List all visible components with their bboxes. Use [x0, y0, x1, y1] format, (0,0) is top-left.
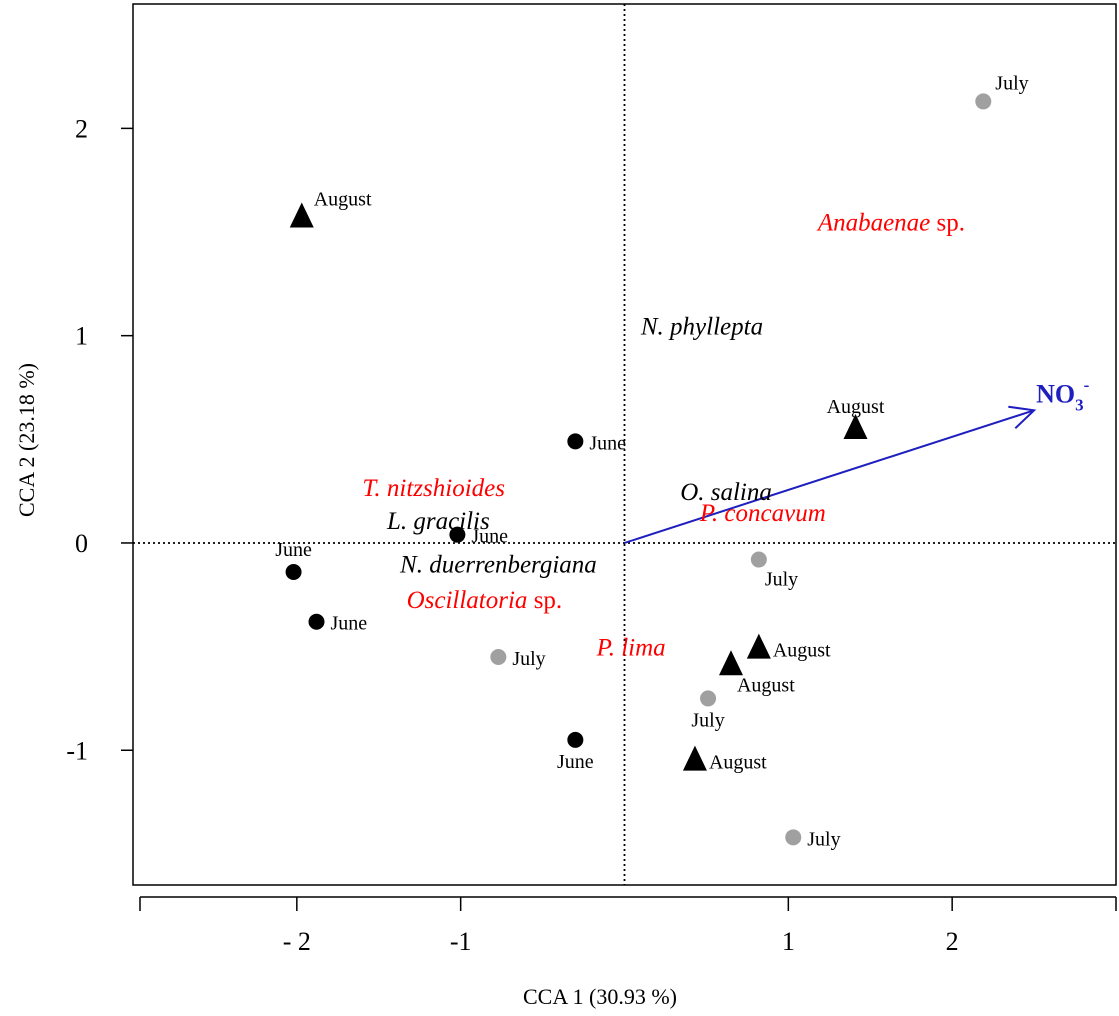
july-point-label: July [995, 72, 1028, 94]
y-axis-ticks: 2 1 0 -1 [66, 114, 133, 765]
june-point-label: June [557, 751, 594, 773]
x-axis-title: CCA 1 (30.93 %) [523, 984, 677, 1009]
x-tick-label: 1 [782, 927, 795, 956]
y-tick-label: -1 [66, 736, 88, 765]
august-triangle-marker [746, 633, 771, 659]
species-label: N. phyllepta [640, 313, 763, 340]
species-label: Anabaenae sp. [816, 210, 965, 237]
july-circle-marker [490, 648, 507, 665]
july-circle-marker [975, 93, 992, 110]
species-labels: Anabaenae sp. N. phyllepta T. nitzshioides… [362, 210, 965, 662]
june-circle-marker [567, 731, 584, 748]
y-axis-title: CCA 2 (23.18 %) [14, 363, 39, 517]
june-circle-marker [308, 613, 325, 630]
y-tick-label: 1 [75, 322, 88, 351]
july-circle-marker [750, 551, 767, 568]
july-point-label: July [691, 709, 724, 731]
no3-label: NO3- [1036, 375, 1090, 414]
august-point-label: August [827, 396, 885, 418]
august-point-label: August [709, 752, 767, 774]
june-circle-marker [449, 526, 466, 543]
june-point-label: June [275, 539, 312, 561]
x-axis-ticks: - 2 -1 1 2 [139, 897, 1117, 956]
july-point-label: July [807, 828, 840, 850]
june-point-label: June [330, 613, 367, 635]
no3-vector-line [624, 409, 1035, 544]
species-label: P. concavum [699, 500, 826, 527]
august-triangle-marker [289, 202, 314, 228]
august-triangle-marker [843, 413, 868, 439]
species-label: P. lima [596, 635, 666, 662]
august-triangle-marker [718, 650, 743, 676]
july-circle-marker [785, 829, 802, 846]
x-tick-label: -1 [450, 927, 472, 956]
july-point-label: July [765, 569, 798, 591]
x-tick-label: - 2 [283, 927, 311, 956]
species-label: T. nitzshioides [362, 475, 505, 502]
june-point-label: June [589, 432, 626, 454]
y-tick-label: 0 [75, 529, 88, 558]
environmental-vectors: NO3- [624, 375, 1090, 544]
june-circle-marker [567, 433, 584, 450]
species-label: O. salina [680, 479, 772, 506]
june-circle-marker [285, 563, 302, 580]
x-tick-label: 2 [946, 927, 959, 956]
august-point-label: August [737, 674, 795, 696]
august-point-label: August [314, 189, 372, 211]
species-label: Oscillatoria sp. [407, 587, 563, 614]
august-point-label: August [773, 640, 831, 662]
species-label: L. gracilis [386, 508, 490, 535]
june-point-label: June [471, 526, 508, 548]
august-triangle-marker [682, 745, 707, 771]
site-points: June June June June June July July July July July… [275, 72, 1028, 850]
species-label: N. duerrenbergiana [399, 552, 597, 579]
july-point-label: July [512, 648, 545, 670]
july-circle-marker [700, 690, 717, 707]
y-tick-label: 2 [75, 114, 88, 143]
no3-vector-arrowhead [1008, 405, 1037, 429]
